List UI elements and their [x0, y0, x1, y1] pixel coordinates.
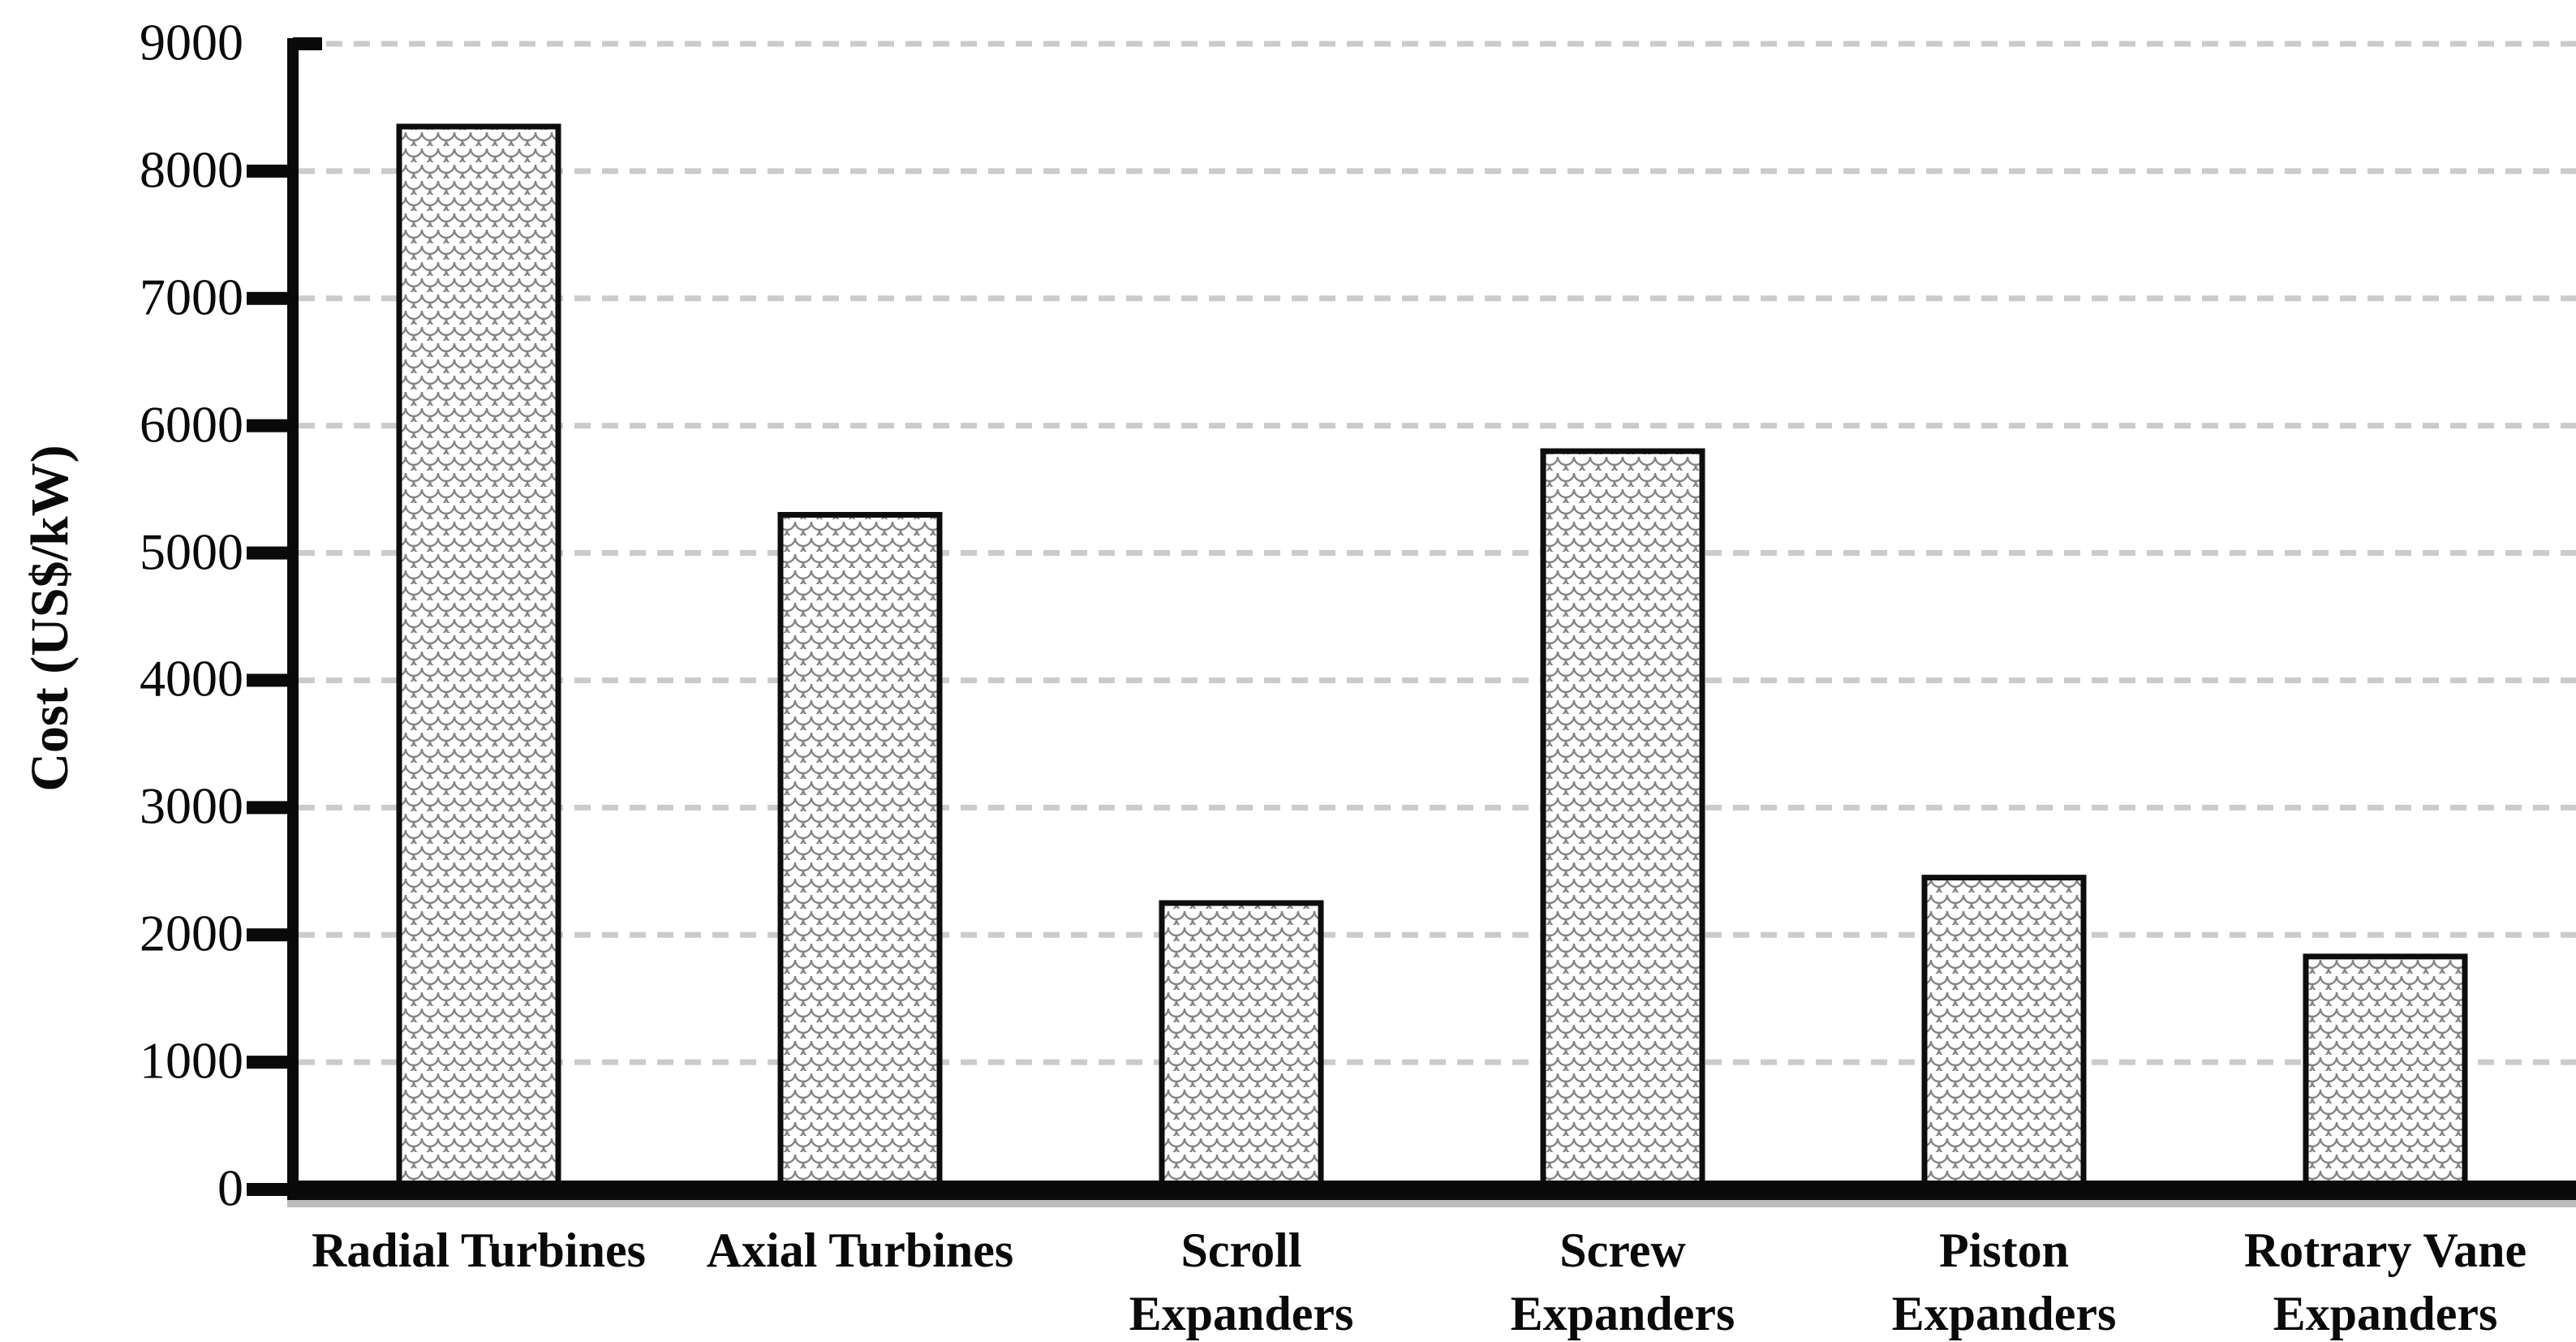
y-tick-label-1000: 1000	[140, 1031, 243, 1090]
bar-scroll-expanders	[1159, 900, 1324, 1193]
x-category-label-screw-expanders: Screw Expanders	[1420, 1219, 1826, 1342]
gridlines	[299, 41, 2576, 1065]
x-category-label-axial-turbines: Axial Turbines	[657, 1219, 1063, 1282]
x-category-label-line: Radial Turbines	[312, 1224, 646, 1277]
bar-piston-expanders	[1921, 875, 2087, 1193]
x-category-label-line: Expanders	[2273, 1287, 2498, 1340]
x-category-label-line: Expanders	[1891, 1287, 2117, 1340]
y-tick-label-7000: 7000	[140, 268, 243, 326]
bar-axial-turbines	[777, 511, 943, 1193]
x-category-label-scroll-expanders: Scroll Expanders	[1039, 1219, 1444, 1342]
bar-screw-expanders	[1540, 448, 1705, 1193]
x-category-label-radial-turbines: Radial Turbines	[276, 1219, 682, 1282]
y-tick-label-8000: 8000	[140, 140, 243, 199]
x-category-label-line: Expanders	[1510, 1287, 1735, 1340]
y-tick-label-2000: 2000	[140, 904, 243, 962]
y-axis-line	[287, 38, 299, 1200]
y-tick-label-6000: 6000	[140, 395, 243, 454]
x-category-label-line: Piston	[1938, 1224, 2070, 1277]
y-tick-label-4000: 4000	[140, 650, 243, 708]
bars-group	[396, 123, 2468, 1193]
x-axis-shadow	[287, 1200, 2576, 1207]
x-category-label-rotary-vane-expanders: Rotrary Vane Expanders	[2183, 1219, 2576, 1342]
bar-rotary-vane-expanders	[2303, 953, 2468, 1193]
y-tick-label-5000: 5000	[140, 523, 243, 581]
y-tick-label-3000: 3000	[140, 777, 243, 836]
axes-group	[247, 37, 2576, 1207]
x-category-label-line: Expanders	[1129, 1287, 1354, 1340]
bar-radial-turbines	[396, 123, 561, 1193]
x-category-label-line: Axial Turbines	[706, 1224, 1014, 1277]
x-category-label-line: Screw	[1559, 1224, 1686, 1277]
x-axis-line	[287, 1181, 2576, 1200]
y-tick-label-0: 0	[217, 1159, 243, 1217]
y-axis-title: Cost (US$/kW)	[20, 445, 80, 792]
x-category-label-piston-expanders: Piston Expanders	[1801, 1219, 2207, 1342]
x-category-label-line: Rotrary Vane	[2243, 1224, 2527, 1277]
y-tick-label-9000: 9000	[140, 13, 243, 71]
y-axis-ticks	[247, 37, 322, 1196]
x-category-label-line: Scroll	[1180, 1224, 1302, 1277]
